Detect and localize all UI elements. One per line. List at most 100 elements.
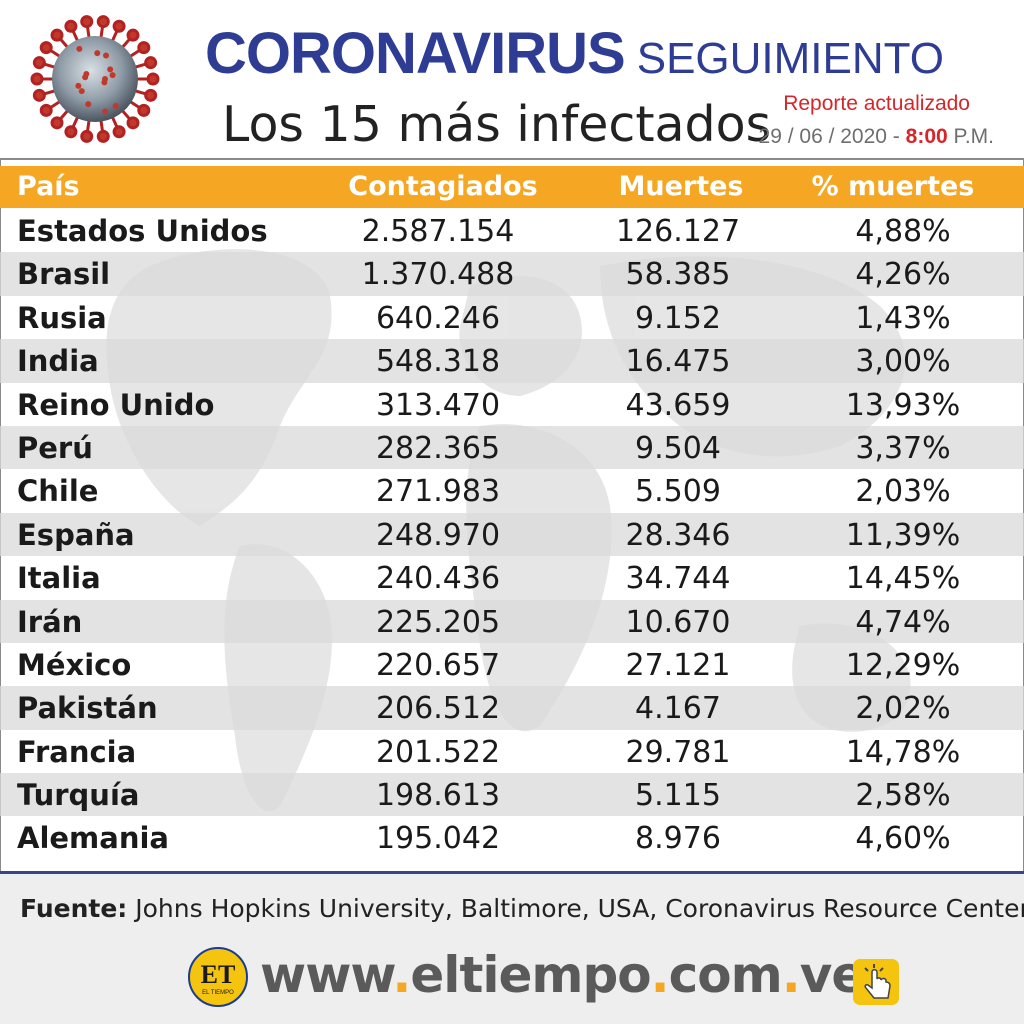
cell-death-pct: 11,39% [845,517,961,553]
cell-infected: 2.587.154 [361,214,515,249]
hand-click-icon [853,959,899,1005]
table-row: Irán 225.205 10.670 4,74% [0,599,1024,643]
cell-country: Reino Unido [17,387,215,422]
cell-death-pct: 3,00% [855,344,951,380]
table-row: Turquía 198.613 5.115 2,58% [0,773,1024,817]
title-secondary: seguimiento [636,34,944,83]
table-row: Reino Unido 313.470 43.659 13,93% [0,383,1024,426]
cell-death-pct: 3,37% [855,430,951,466]
el-tiempo-logo-icon: ET EL TIEMPO [188,947,248,1007]
cell-death-pct: 2,03% [855,474,951,510]
cell-death-pct: 2,02% [855,691,951,727]
cell-infected: 282.365 [375,430,501,466]
cell-infected: 1.370.488 [361,257,515,293]
cell-infected: 271.983 [375,474,501,510]
cell-infected: 313.470 [375,387,501,423]
page-title: Coronavirus seguimiento [205,20,944,94]
cell-country: Pakistán [17,691,158,726]
url-dot-3: . [781,946,801,1004]
report-date: 29 / 06 / 2020 - [758,125,900,148]
cell-country: Brasil [17,257,111,292]
cell-death-pct: 4,60% [855,821,951,857]
cell-deaths: 27.121 [625,647,731,683]
title-main: Coronavirus [205,21,626,86]
cell-infected: 248.970 [375,517,501,553]
cell-infected: 240.436 [375,561,501,597]
cell-country: Francia [17,734,137,769]
report-label: Reporte actualizado [783,92,970,115]
cell-death-pct: 2,58% [855,778,951,814]
table-row: Brasil 1.370.488 58.385 4,26% [0,252,1024,296]
cell-deaths: 43.659 [625,387,731,423]
data-table: País Contagiados Muertes % muertes Estad… [0,166,1024,866]
cell-infected: 220.657 [375,647,501,683]
cell-country: Alemania [17,821,169,856]
page-subtitle: Los 15 más infectados [222,96,772,153]
cell-infected: 201.522 [375,734,501,770]
source-text: Johns Hopkins University, Baltimore, USA… [135,894,1024,923]
cell-country: Italia [17,561,101,596]
url-com: com [668,946,783,1004]
cell-country: Turquía [17,778,140,813]
col-header-deaths: Muertes [618,171,744,202]
cell-country: México [17,647,132,682]
logo-text: ET [201,960,236,989]
cell-country: Estados Unidos [17,214,268,248]
cell-deaths: 5.115 [635,778,721,814]
table-row: Rusia 640.246 9.152 1,43% [0,296,1024,339]
report-ampm: P.M. [953,125,994,148]
cell-deaths: 5.509 [635,474,721,510]
cell-infected: 206.512 [375,691,501,727]
url-www: www [260,946,393,1004]
header: Coronavirus seguimiento Los 15 más infect… [0,0,1024,160]
cell-infected: 225.205 [375,604,501,640]
cell-country: Chile [17,474,99,509]
source-credit: Fuente: Johns Hopkins University, Baltim… [20,894,1024,923]
cell-country: España [17,517,135,552]
table-row: India 548.318 16.475 3,00% [0,339,1024,383]
cell-deaths: 29.781 [625,734,731,770]
cell-country: India [17,344,99,379]
coronavirus-icon [30,15,160,143]
cell-infected: 195.042 [375,821,501,857]
col-header-country: País [17,171,80,202]
cell-deaths: 16.475 [625,344,731,380]
cell-death-pct: 4,26% [855,257,951,293]
website-url[interactable]: www.eltiempo.com.ve [260,946,865,1004]
table-row: Chile 271.983 5.509 2,03% [0,469,1024,512]
report-time: 8:00 [905,125,948,148]
footer-divider [0,871,1024,874]
cell-country: Irán [17,604,83,639]
header-divider [0,158,1024,160]
table-row: Estados Unidos 2.587.154 126.127 4,88% [0,209,1024,252]
cell-death-pct: 4,88% [855,214,951,249]
cell-death-pct: 1,43% [855,300,951,336]
col-header-infected: Contagiados [348,171,538,202]
col-header-death-pct: % muertes [811,171,975,202]
url-dot-1: . [392,946,411,1004]
cell-deaths: 58.385 [625,257,731,293]
cell-infected: 640.246 [375,300,501,336]
cell-deaths: 34.744 [625,561,731,597]
cell-deaths: 28.346 [625,517,731,553]
table-row: Francia 201.522 29.781 14,78% [0,730,1024,773]
cell-deaths: 126.127 [615,214,741,249]
url-dot-2: . [650,946,670,1004]
cell-deaths: 9.152 [635,300,721,336]
cell-deaths: 4.167 [635,691,721,727]
table-row: España 248.970 28.346 11,39% [0,512,1024,557]
table-row: Perú 282.365 9.504 3,37% [0,425,1024,470]
table-header: País Contagiados Muertes % muertes [0,166,1024,208]
table-row: Italia 240.436 34.744 14,45% [0,556,1024,599]
cell-deaths: 8.976 [635,821,721,857]
cell-deaths: 10.670 [625,604,731,640]
table-row: México 220.657 27.121 12,29% [0,643,1024,686]
table-body: Estados Unidos 2.587.154 126.127 4,88% Brasi… [0,209,1024,860]
footer: Fuente: Johns Hopkins University, Baltim… [0,874,1024,1024]
cell-country: Rusia [17,300,107,335]
cell-infected: 548.318 [375,344,501,380]
cell-death-pct: 14,78% [845,734,961,770]
table-row: Alemania 195.042 8.976 4,60% [0,816,1024,859]
cell-death-pct: 14,45% [845,561,961,597]
cell-death-pct: 12,29% [845,647,961,683]
